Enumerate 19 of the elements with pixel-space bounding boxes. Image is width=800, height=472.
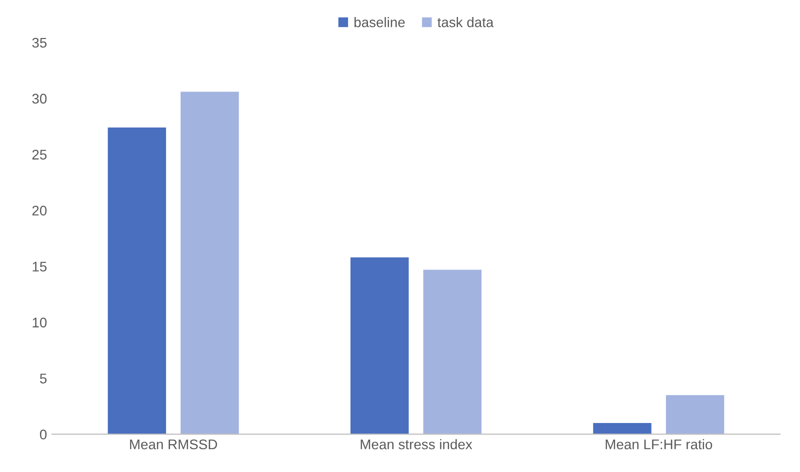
legend-label: baseline: [354, 17, 405, 28]
y-tick-label: 10: [32, 318, 47, 328]
bar: [180, 92, 239, 434]
y-tick-label: 15: [32, 262, 47, 272]
bar: [108, 128, 166, 434]
legend-label: task data: [438, 17, 494, 28]
x-tick-label: Mean RMSSD: [130, 439, 218, 450]
bar: [666, 395, 724, 434]
bar: [423, 270, 482, 434]
y-tick-label: 0: [40, 430, 47, 440]
bar: [350, 257, 409, 434]
y-tick-label: 30: [32, 94, 47, 104]
y-tick-label: 20: [32, 206, 47, 216]
y-tick-label: 5: [40, 374, 47, 384]
bar: [593, 423, 652, 434]
y-tick-label: 25: [32, 150, 47, 160]
x-tick-label: Mean LF:HF ratio: [606, 439, 712, 450]
y-tick-label: 35: [32, 38, 47, 48]
x-tick-label: Mean stress index: [360, 439, 472, 450]
